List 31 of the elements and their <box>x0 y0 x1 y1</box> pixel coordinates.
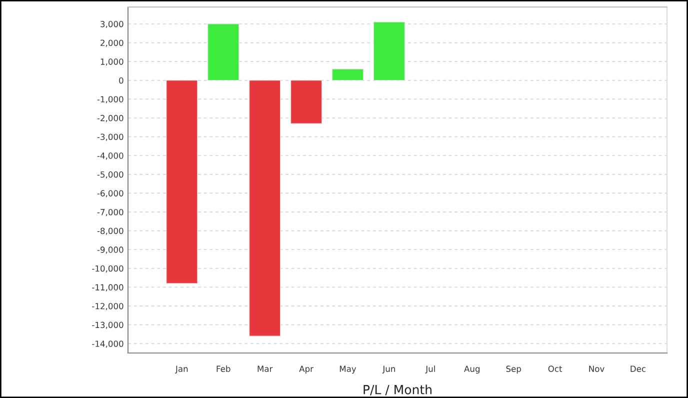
x-tick-label: Sep <box>506 366 521 374</box>
x-tick-label: Jun <box>382 366 396 374</box>
y-tick-label: -10,000 <box>92 265 124 273</box>
y-tick-label: -9,000 <box>97 246 124 254</box>
x-tick-label: Oct <box>548 366 562 372</box>
x-axis-title: P/L / Month <box>364 384 432 396</box>
y-tick-label: -7,000 <box>97 208 124 216</box>
x-tick-label: Feb <box>216 366 230 372</box>
y-tick-label: -13,000 <box>92 322 124 329</box>
x-tick-label: Nov <box>589 366 604 372</box>
x-tick-label: Jul <box>425 366 435 374</box>
y-tick-label: -6,000 <box>97 190 124 198</box>
x-tick-label: Dec <box>630 366 646 372</box>
x-tick-label: Jan <box>175 366 188 374</box>
y-tick-label: -5,000 <box>97 171 124 178</box>
y-tick-label: -11,000 <box>92 284 124 292</box>
y-tick-label: 0 <box>119 77 124 84</box>
y-tick-label: -3,000 <box>97 134 124 141</box>
y-tick-label: 1,000 <box>100 58 124 66</box>
y-tick-label: -14,000 <box>92 340 124 348</box>
y-tick-label: -12,000 <box>92 302 124 310</box>
x-tick-label: May <box>340 366 356 374</box>
y-tick-label: -4,000 <box>97 152 124 160</box>
x-tick-label: Mar <box>258 366 273 372</box>
x-tick-label: Aug <box>464 366 480 374</box>
y-tick-label: -8,000 <box>97 228 124 235</box>
y-tick-label: 2,000 <box>100 40 124 47</box>
y-tick-label: -1,000 <box>97 96 124 104</box>
x-tick-label: Apr <box>299 366 314 374</box>
y-tick-label: -2,000 <box>97 114 124 122</box>
y-tick-label: 3,000 <box>100 20 124 28</box>
